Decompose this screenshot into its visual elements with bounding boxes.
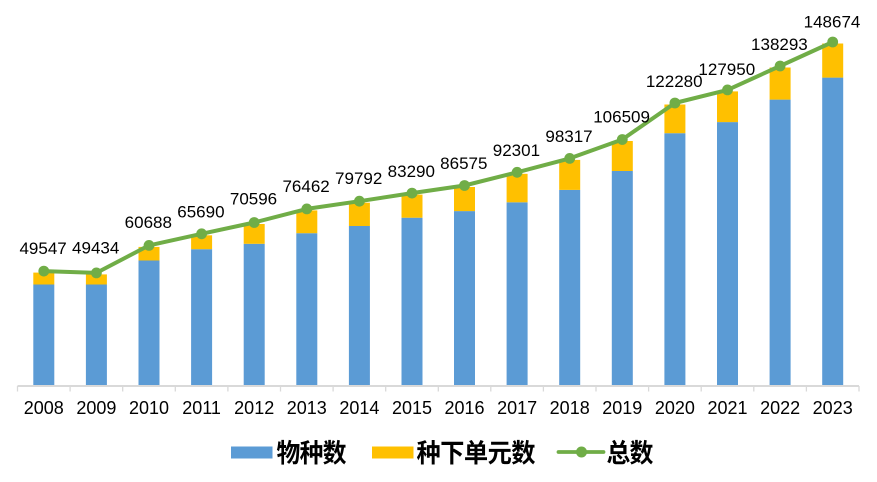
svg-text:2015: 2015 xyxy=(392,398,432,418)
svg-text:2016: 2016 xyxy=(444,398,484,418)
svg-text:122280: 122280 xyxy=(646,72,703,91)
svg-text:49547: 49547 xyxy=(19,239,66,258)
svg-text:49434: 49434 xyxy=(72,239,119,258)
svg-text:2020: 2020 xyxy=(655,398,695,418)
svg-text:2010: 2010 xyxy=(129,398,169,418)
svg-text:127950: 127950 xyxy=(698,60,755,79)
svg-text:2018: 2018 xyxy=(550,398,590,418)
svg-text:60688: 60688 xyxy=(125,213,172,232)
svg-text:98317: 98317 xyxy=(545,127,592,146)
svg-text:86575: 86575 xyxy=(440,154,487,173)
svg-text:2017: 2017 xyxy=(497,398,537,418)
svg-text:2014: 2014 xyxy=(339,398,379,418)
svg-text:65690: 65690 xyxy=(177,203,224,222)
svg-text:2022: 2022 xyxy=(760,398,800,418)
svg-text:2023: 2023 xyxy=(813,398,853,418)
svg-text:138293: 138293 xyxy=(751,35,808,54)
svg-text:148674: 148674 xyxy=(804,12,861,31)
svg-text:2013: 2013 xyxy=(287,398,327,418)
svg-text:92301: 92301 xyxy=(493,141,540,160)
svg-text:106509: 106509 xyxy=(593,108,650,127)
svg-text:79792: 79792 xyxy=(335,169,382,188)
svg-text:2021: 2021 xyxy=(707,398,747,418)
svg-text:2009: 2009 xyxy=(76,398,116,418)
svg-text:2011: 2011 xyxy=(182,398,221,418)
svg-text:70596: 70596 xyxy=(230,190,277,209)
svg-text:76462: 76462 xyxy=(282,177,329,196)
svg-text:83290: 83290 xyxy=(388,162,435,181)
svg-text:2012: 2012 xyxy=(234,398,274,418)
svg-text:2019: 2019 xyxy=(602,398,642,418)
svg-text:2008: 2008 xyxy=(24,398,64,418)
